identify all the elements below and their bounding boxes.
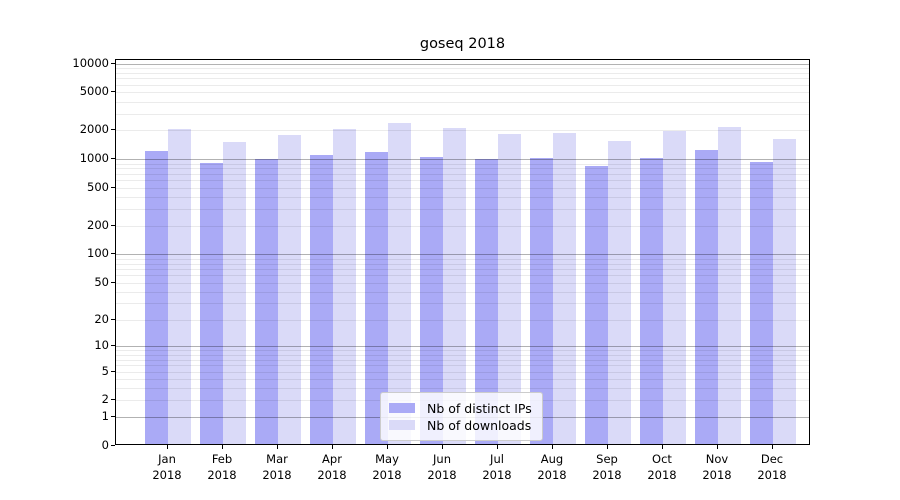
y-tick-label-2000: 2000: [79, 122, 109, 137]
y-tick-mark: [111, 129, 115, 131]
x-tick-label-may: May 2018: [372, 452, 402, 482]
y-tick-label-1000: 1000: [79, 151, 109, 166]
bar-distinct-ips-oct: [640, 157, 663, 444]
y-tick-mark: [111, 370, 115, 372]
y-tick-label-5: 5: [101, 363, 109, 378]
y-tick-mark: [111, 224, 115, 226]
y-tick-mark: [111, 345, 115, 347]
x-tick-mark: [332, 445, 333, 449]
legend-label-downloads: Nb of downloads: [427, 417, 532, 433]
x-tick-label-nov: Nov 2018: [702, 452, 732, 482]
bar-downloads-feb: [223, 142, 246, 444]
legend-entry-distinct-ips: Nb of distinct IPs: [389, 400, 532, 416]
x-tick-label-feb: Feb 2018: [207, 452, 237, 482]
x-tick-mark: [167, 445, 168, 449]
bar-distinct-ips-apr: [310, 155, 333, 444]
distinct-ips-swatch-icon: [389, 403, 415, 413]
y-tick-label-2: 2: [101, 392, 109, 407]
y-tick-label-200: 200: [87, 217, 109, 232]
bar-distinct-ips-jan: [145, 151, 168, 444]
y-tick-label-100: 100: [87, 246, 109, 261]
legend-entry-downloads: Nb of downloads: [389, 417, 532, 433]
y-tick-mark: [111, 281, 115, 283]
bar-downloads-nov: [718, 126, 741, 444]
y-tick-mark: [111, 186, 115, 188]
x-tick-label-jun: Jun 2018: [427, 452, 457, 482]
bar-distinct-ips-may: [365, 152, 388, 444]
y-tick-label-50: 50: [94, 274, 109, 289]
y-tick-mark: [111, 416, 115, 418]
y-tick-label-10000: 10000: [72, 55, 109, 70]
bar-distinct-ips-jun: [420, 156, 443, 444]
x-tick-label-aug: Aug 2018: [537, 452, 567, 482]
y-tick-label-1: 1: [101, 409, 109, 424]
bar-downloads-may: [388, 123, 411, 444]
y-tick-mark: [111, 445, 115, 446]
x-tick-mark: [277, 445, 278, 449]
bar-downloads-dec: [773, 138, 796, 444]
y-tick-mark: [111, 399, 115, 401]
bar-downloads-apr: [333, 129, 356, 444]
y-tick-mark: [111, 253, 115, 255]
x-tick-label-oct: Oct 2018: [647, 452, 677, 482]
y-tick-label-500: 500: [87, 179, 109, 194]
bar-downloads-oct: [663, 130, 686, 444]
y-tick-mark: [111, 318, 115, 320]
bar-distinct-ips-sep: [585, 165, 608, 444]
x-tick-mark: [717, 445, 718, 449]
x-tick-mark: [607, 445, 608, 449]
x-tick-mark: [772, 445, 773, 449]
y-tick-label-10: 10: [94, 338, 109, 353]
bar-distinct-ips-dec: [750, 161, 773, 444]
x-tick-mark: [387, 445, 388, 449]
x-tick-label-jan: Jan 2018: [152, 452, 182, 482]
legend-label-distinct-ips: Nb of distinct IPs: [427, 400, 532, 416]
x-tick-label-dec: Dec 2018: [757, 452, 787, 482]
x-tick-label-mar: Mar 2018: [262, 452, 292, 482]
y-tick-label-20: 20: [94, 311, 109, 326]
y-tick-mark: [111, 91, 115, 93]
y-tick-mark: [111, 158, 115, 160]
bar-distinct-ips-nov: [695, 150, 718, 444]
y-tick-label-5000: 5000: [79, 84, 109, 99]
bar-downloads-mar: [278, 134, 301, 444]
plot-area: [115, 59, 810, 445]
bar-distinct-ips-jul: [475, 159, 498, 444]
bar-downloads-jan: [168, 129, 191, 444]
x-tick-label-apr: Apr 2018: [317, 452, 347, 482]
x-tick-label-jul: Jul 2018: [482, 452, 512, 482]
chart-title: goseq 2018: [419, 36, 506, 52]
x-tick-mark: [222, 445, 223, 449]
x-tick-label-sep: Sep 2018: [592, 452, 622, 482]
bar-downloads-jun: [443, 128, 466, 444]
x-tick-mark: [497, 445, 498, 449]
bar-downloads-aug: [553, 132, 576, 444]
x-tick-mark: [662, 445, 663, 449]
bar-downloads-sep: [608, 141, 631, 444]
bar-distinct-ips-mar: [255, 158, 278, 444]
y-tick-label-0: 0: [101, 438, 109, 452]
x-tick-mark: [442, 445, 443, 449]
bar-downloads-jul: [498, 133, 521, 444]
bars-layer: [116, 60, 809, 444]
bar-distinct-ips-aug: [530, 157, 553, 444]
y-tick-mark: [111, 62, 115, 64]
x-tick-mark: [552, 445, 553, 449]
bar-distinct-ips-feb: [200, 163, 223, 444]
legend: Nb of distinct IPs Nb of downloads: [380, 392, 543, 441]
downloads-swatch-icon: [389, 420, 415, 430]
